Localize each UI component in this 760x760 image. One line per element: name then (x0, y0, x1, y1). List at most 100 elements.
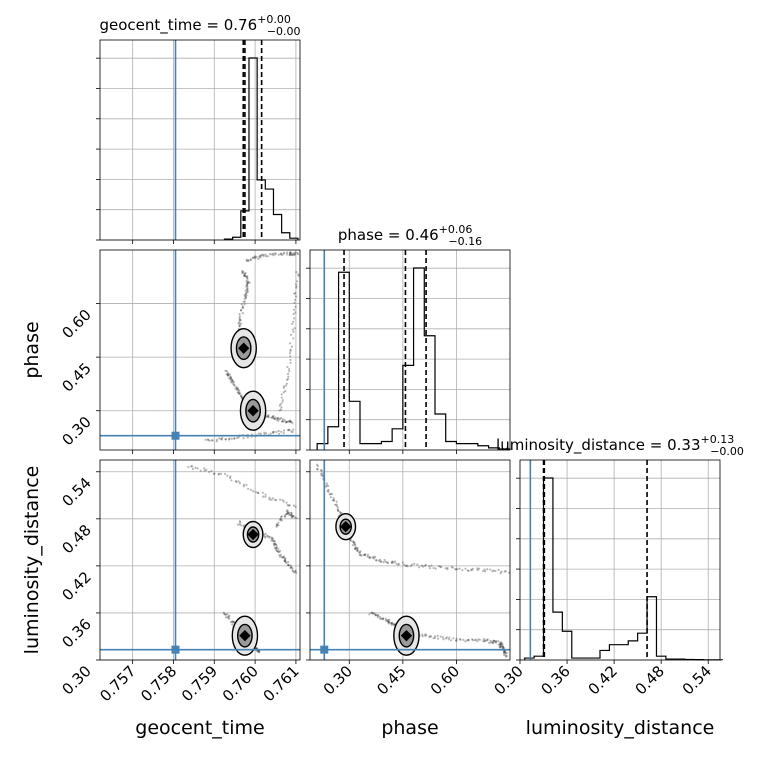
sample-point (466, 569, 469, 572)
sample-point (233, 383, 236, 386)
sample-point (334, 503, 337, 506)
sample-point (285, 421, 288, 424)
sample-point (422, 565, 425, 568)
sample-point (275, 523, 278, 526)
sample-point (227, 373, 230, 376)
sample-point (458, 567, 461, 570)
sample-point (336, 506, 339, 509)
sample-point (416, 563, 419, 566)
sample-point (470, 568, 473, 571)
sample-point (296, 251, 299, 254)
sample-point (291, 421, 294, 425)
sample-point (287, 564, 290, 567)
sample-point (230, 378, 233, 381)
sample-point (390, 621, 393, 625)
sample-point (278, 404, 281, 407)
sample-point (395, 562, 398, 565)
sample-point (482, 637, 485, 641)
sample-point (242, 271, 245, 274)
sample-point (359, 553, 362, 556)
sample-point (289, 252, 292, 256)
sample-point (491, 640, 494, 643)
sample-point (451, 566, 454, 569)
sample-point (493, 640, 496, 643)
sample-point (358, 551, 361, 554)
sample-point (274, 252, 277, 255)
sample-point (449, 639, 453, 642)
sample-point (492, 641, 495, 644)
sample-point (316, 468, 319, 471)
sample-point (225, 370, 228, 373)
sample-point (284, 560, 287, 563)
sample-point (288, 368, 291, 371)
sample-point (288, 511, 291, 514)
sample-point (247, 259, 250, 263)
sample-point (375, 559, 378, 562)
sample-point (275, 418, 279, 421)
sample-point (240, 524, 243, 527)
sample-point (286, 512, 289, 515)
x-tick-label: 0.60 (427, 662, 463, 698)
sample-point (279, 416, 283, 420)
sample-point (290, 511, 293, 514)
sample-point (281, 401, 284, 404)
panel-frame (99, 459, 301, 661)
sample-point (366, 555, 369, 558)
sample-point (381, 617, 384, 620)
sample-point (236, 387, 239, 390)
sample-point (286, 251, 289, 254)
sample-point (246, 287, 249, 291)
sample-point (326, 489, 329, 492)
sample-point (327, 490, 330, 493)
sample-point (191, 467, 194, 471)
sample-point (243, 274, 246, 277)
sample-point (257, 650, 261, 653)
x-axis-label-phase: phase (381, 717, 438, 739)
sample-point (379, 560, 382, 563)
sample-point (428, 635, 432, 638)
sample-point (284, 513, 287, 516)
sample-point (272, 540, 275, 543)
sample-point (388, 618, 391, 621)
sample-point (271, 415, 274, 418)
sample-point (439, 565, 442, 568)
sample-point (386, 561, 389, 564)
sample-point (284, 557, 287, 560)
sample-point (286, 512, 289, 515)
sample-point (227, 373, 230, 376)
sample-point (292, 312, 295, 316)
sample-point (288, 370, 291, 373)
sample-point (262, 255, 265, 258)
sample-point (353, 543, 356, 546)
sample-point (288, 254, 291, 257)
sample-point (501, 645, 504, 648)
sample-point (295, 280, 299, 283)
sample-point (285, 501, 288, 504)
sample-point (471, 639, 474, 642)
sample-point (238, 313, 241, 316)
truth-marker (320, 645, 329, 654)
sample-point (247, 487, 250, 490)
sample-point (371, 612, 374, 615)
sample-point (486, 568, 489, 571)
sample-point (467, 638, 470, 642)
sample-point (332, 499, 335, 502)
sample-point (278, 409, 281, 412)
sample-point (501, 645, 505, 649)
sample-point (424, 633, 427, 636)
sample-point (384, 619, 387, 622)
sample-point (244, 275, 247, 278)
sample-point (228, 476, 232, 480)
sample-point (225, 372, 228, 376)
sample-point (264, 255, 268, 258)
sample-point (285, 420, 289, 424)
sample-point (235, 480, 238, 484)
sample-point (243, 483, 246, 486)
sample-point (499, 641, 502, 644)
sample-point (335, 500, 338, 503)
sample-point (243, 272, 246, 275)
sample-point (349, 539, 353, 542)
sample-point (239, 521, 242, 524)
sample-point (358, 551, 361, 554)
sample-point (244, 289, 247, 292)
